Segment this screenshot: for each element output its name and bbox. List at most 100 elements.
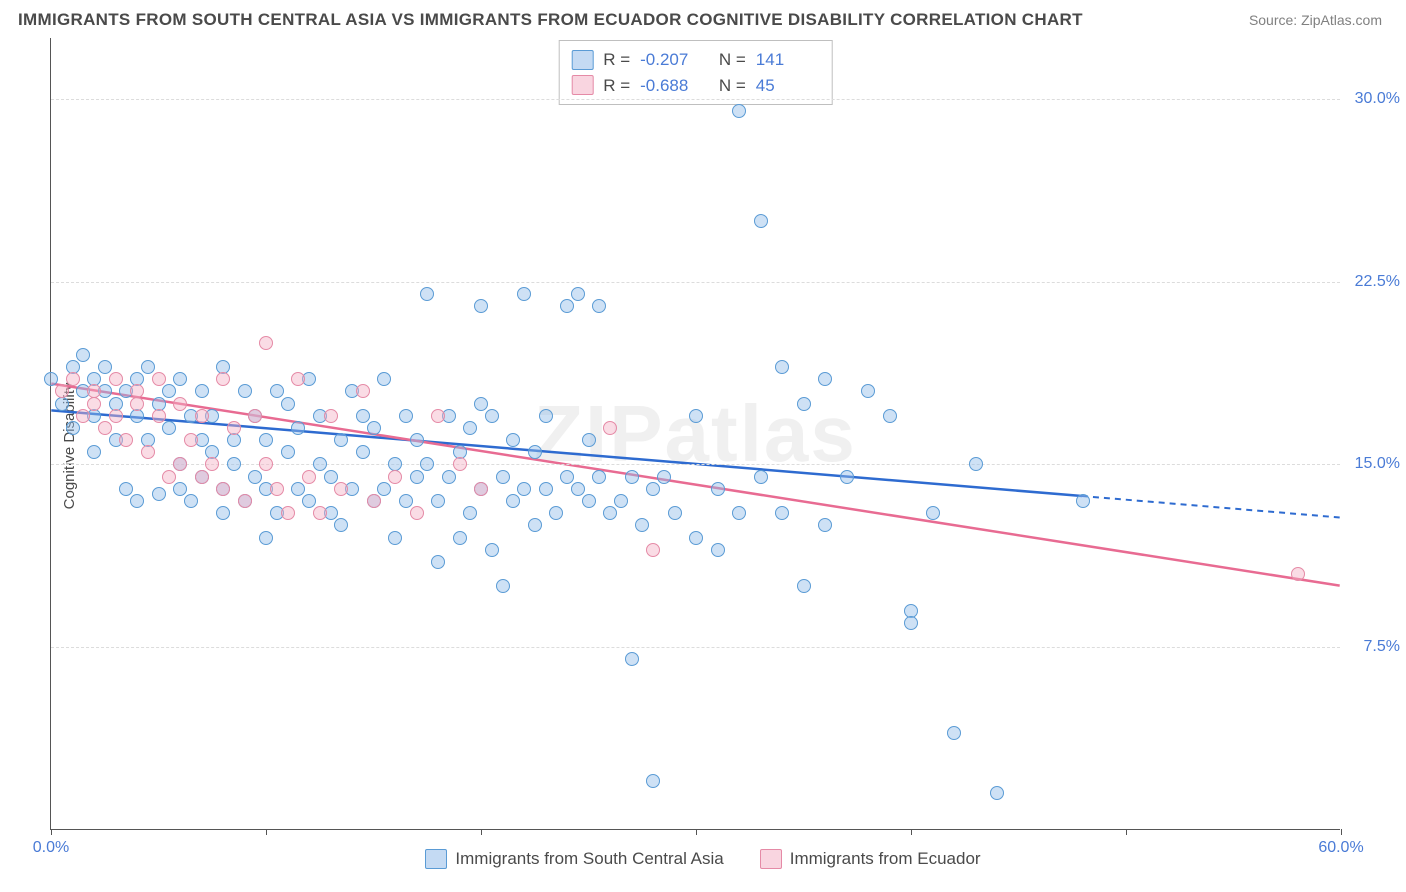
data-point <box>152 372 166 386</box>
legend-item: Immigrants from Ecuador <box>760 849 981 869</box>
data-point <box>281 445 295 459</box>
data-point <box>926 506 940 520</box>
data-point <box>399 409 413 423</box>
data-point <box>291 372 305 386</box>
data-point <box>614 494 628 508</box>
legend-swatch-icon <box>760 849 782 869</box>
data-point <box>367 421 381 435</box>
data-point <box>420 457 434 471</box>
data-point <box>732 104 746 118</box>
data-point <box>517 482 531 496</box>
data-point <box>281 397 295 411</box>
data-point <box>227 457 241 471</box>
data-point <box>216 482 230 496</box>
data-point <box>732 506 746 520</box>
data-point <box>431 494 445 508</box>
data-point <box>141 360 155 374</box>
data-point <box>560 470 574 484</box>
data-point <box>324 470 338 484</box>
data-point <box>818 518 832 532</box>
data-point <box>76 409 90 423</box>
data-point <box>496 470 510 484</box>
data-point <box>377 372 391 386</box>
data-point <box>571 482 585 496</box>
y-tick-label: 7.5% <box>1364 638 1400 656</box>
correlation-legend: R = -0.207 N = 141R = -0.688 N = 45 <box>558 40 833 105</box>
data-point <box>549 506 563 520</box>
data-point <box>44 372 58 386</box>
data-point <box>259 433 273 447</box>
data-point <box>582 494 596 508</box>
data-point <box>130 494 144 508</box>
grid-line <box>51 99 1340 100</box>
data-point <box>840 470 854 484</box>
data-point <box>313 506 327 520</box>
data-point <box>152 409 166 423</box>
data-point <box>990 786 1004 800</box>
data-point <box>367 494 381 508</box>
data-point <box>291 482 305 496</box>
data-point <box>66 421 80 435</box>
legend-row: R = -0.207 N = 141 <box>571 47 820 73</box>
legend-item: Immigrants from South Central Asia <box>425 849 723 869</box>
data-point <box>592 470 606 484</box>
legend-label: Immigrants from Ecuador <box>790 849 981 869</box>
data-point <box>453 457 467 471</box>
data-point <box>463 421 477 435</box>
data-point <box>324 409 338 423</box>
data-point <box>334 518 348 532</box>
data-point <box>474 397 488 411</box>
data-point <box>216 506 230 520</box>
data-point <box>313 457 327 471</box>
data-point <box>775 360 789 374</box>
data-point <box>281 506 295 520</box>
n-label: N = <box>714 47 746 73</box>
x-tick <box>1126 829 1127 835</box>
data-point <box>603 506 617 520</box>
data-point <box>356 445 370 459</box>
data-point <box>668 506 682 520</box>
data-point <box>420 287 434 301</box>
data-point <box>646 774 660 788</box>
data-point <box>818 372 832 386</box>
data-point <box>635 518 649 532</box>
data-point <box>947 726 961 740</box>
data-point <box>55 397 69 411</box>
y-tick-label: 30.0% <box>1355 90 1400 108</box>
data-point <box>130 397 144 411</box>
data-point <box>625 652 639 666</box>
r-value: -0.688 <box>640 73 704 99</box>
data-point <box>463 506 477 520</box>
data-point <box>98 421 112 435</box>
data-point <box>410 506 424 520</box>
data-point <box>334 433 348 447</box>
y-tick-label: 22.5% <box>1355 273 1400 291</box>
data-point <box>238 494 252 508</box>
data-point <box>162 470 176 484</box>
data-point <box>216 372 230 386</box>
r-label: R = <box>603 73 630 99</box>
data-point <box>625 470 639 484</box>
legend-swatch-icon <box>425 849 447 869</box>
data-point <box>238 384 252 398</box>
data-point <box>506 494 520 508</box>
trend-lines <box>51 38 1340 829</box>
data-point <box>797 579 811 593</box>
data-point <box>66 372 80 386</box>
data-point <box>302 494 316 508</box>
data-point <box>173 397 187 411</box>
data-point <box>506 433 520 447</box>
data-point <box>377 482 391 496</box>
data-point <box>410 470 424 484</box>
n-value: 141 <box>756 47 820 73</box>
x-tick <box>266 829 267 835</box>
data-point <box>195 470 209 484</box>
data-point <box>528 445 542 459</box>
chart-plot-area: ZIPatlas R = -0.207 N = 141R = -0.688 N … <box>50 38 1340 830</box>
data-point <box>130 409 144 423</box>
x-tick <box>481 829 482 835</box>
x-tick <box>911 829 912 835</box>
data-point <box>119 482 133 496</box>
chart-title: IMMIGRANTS FROM SOUTH CENTRAL ASIA VS IM… <box>18 10 1083 30</box>
data-point <box>571 287 585 301</box>
